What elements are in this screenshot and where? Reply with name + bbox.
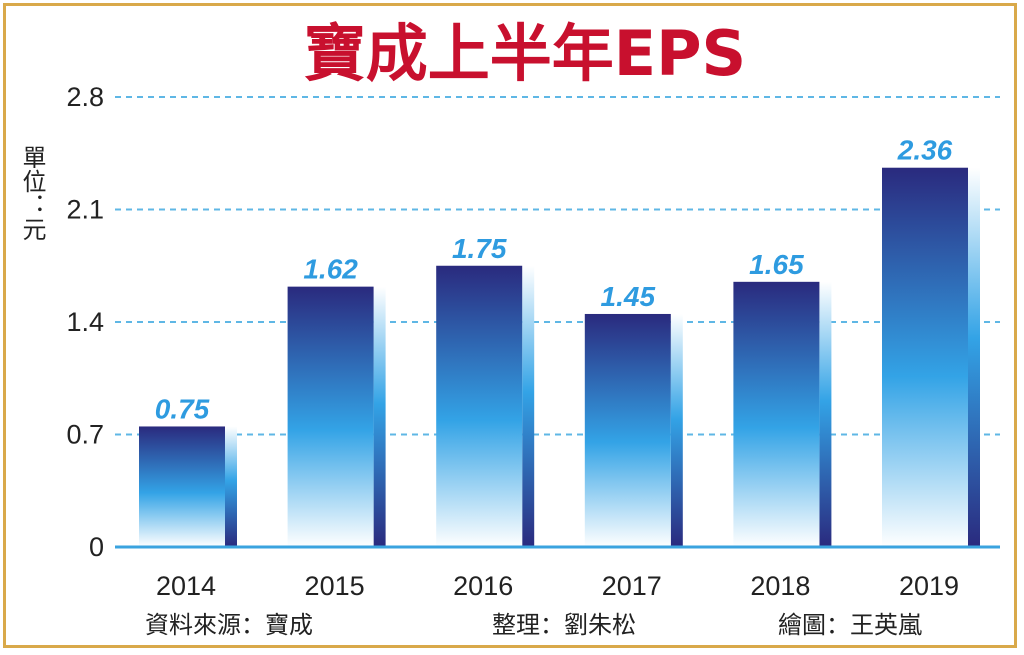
y-axis-label: 單位：元: [18, 145, 46, 241]
value-label-2015: 1.62: [303, 254, 358, 285]
y-tick-label: 2.8: [66, 82, 104, 112]
value-label-2017: 1.45: [601, 281, 656, 312]
footer-artist: 繪圖：王英嵐: [778, 611, 922, 639]
y-tick-labels: 0 0.7 1.4 2.1 2.8: [66, 82, 104, 562]
value-label-2018: 1.65: [749, 249, 804, 280]
footer-source: 資料來源：寶成: [145, 611, 313, 639]
bar-2017: [584, 313, 671, 547]
value-labels: 0.75 1.62 1.75 1.45 1.65 2.36: [155, 135, 953, 425]
x-tick-label-2018: 2018: [750, 571, 810, 601]
x-tick-label-2017: 2017: [602, 571, 662, 601]
bar-2014: [139, 426, 225, 547]
chart-title: 寶成上半年EPS: [304, 17, 746, 90]
value-label-2016: 1.75: [452, 233, 507, 264]
bar-side-2014: [225, 426, 237, 547]
bar-side-2019: [968, 167, 980, 547]
x-tick-label-2019: 2019: [899, 571, 959, 601]
y-tick-label: 1.4: [66, 307, 104, 337]
bar-side-2018: [819, 281, 832, 547]
x-tick-label-2016: 2016: [453, 571, 513, 601]
footer-editor: 整理：劉朱松: [492, 611, 636, 639]
value-label-2014: 0.75: [155, 393, 210, 424]
bars: [139, 167, 980, 547]
bar-side-2016: [522, 265, 535, 547]
y-tick-label: 2.1: [66, 195, 104, 225]
bar-2019: [882, 167, 968, 547]
bar-side-2017: [670, 313, 683, 547]
bar-2016: [436, 265, 523, 547]
y-tick-label: 0: [89, 532, 104, 562]
bar-2015: [287, 286, 374, 547]
x-tick-label-2014: 2014: [156, 571, 216, 601]
value-label-2019: 2.36: [897, 135, 953, 166]
bar-2018: [733, 281, 820, 547]
grid-lines: [115, 96, 1000, 436]
x-tick-labels: 2014 2015 2016 2017 2018 2019: [156, 571, 959, 601]
y-tick-label: 0.7: [66, 420, 104, 450]
bar-side-2015: [373, 286, 386, 547]
x-tick-label-2015: 2015: [305, 571, 365, 601]
